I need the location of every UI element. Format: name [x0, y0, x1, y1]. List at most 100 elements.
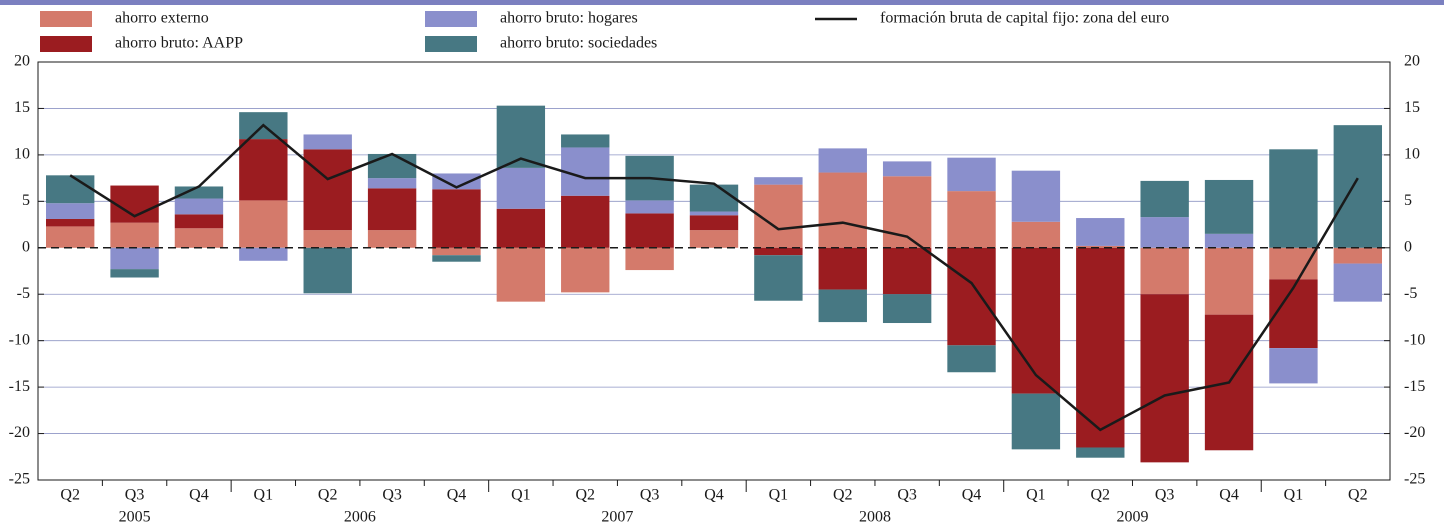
bar [1204, 247, 1254, 315]
bar [625, 213, 674, 248]
bar [46, 203, 95, 219]
bar [754, 177, 803, 185]
y2-tick-label: -20 [1404, 424, 1425, 441]
y2-tick-label: -5 [1404, 285, 1417, 302]
y-tick-label: -25 [9, 471, 30, 488]
bar [303, 149, 352, 231]
legend-label: ahorro bruto: sociedades [500, 35, 657, 52]
bar [625, 200, 674, 214]
bar [432, 173, 481, 190]
y2-tick-label: 5 [1404, 192, 1412, 209]
legend-swatch [425, 36, 477, 52]
bar [818, 247, 867, 290]
y-tick-label: -20 [9, 424, 30, 441]
legend-label: ahorro bruto: AAPP [115, 35, 243, 52]
bar [367, 178, 417, 189]
x-tick-label: Q2 [1348, 487, 1368, 504]
bar [174, 186, 224, 199]
x-tick-label: Q4 [1219, 487, 1239, 504]
x-tick-label: Q4 [189, 487, 209, 504]
bar [754, 255, 803, 301]
bar [1269, 149, 1318, 248]
bar [367, 188, 417, 231]
bar [110, 222, 159, 248]
bar [496, 167, 546, 209]
bar [1011, 170, 1061, 222]
y-tick-label: -10 [9, 331, 30, 348]
bar [110, 269, 159, 278]
bar [1011, 393, 1061, 450]
bar [1076, 247, 1125, 448]
bar [1333, 263, 1382, 302]
bar [1076, 218, 1125, 246]
bar [303, 247, 352, 294]
y2-tick-label: -25 [1404, 471, 1425, 488]
bar [174, 198, 224, 215]
bar [1076, 245, 1125, 248]
x-tick-label: Q3 [640, 487, 660, 504]
bar [882, 294, 932, 324]
x-tick-label: Q3 [125, 487, 145, 504]
bar [689, 230, 739, 248]
x-tick-label: Q2 [1091, 487, 1111, 504]
y-tick-label: 10 [14, 146, 30, 163]
bar [1140, 294, 1189, 463]
x-tick-label: Q1 [1026, 487, 1046, 504]
bar [818, 148, 867, 173]
bar [432, 189, 481, 248]
x-tick-label: Q4 [962, 487, 982, 504]
bar [496, 247, 546, 302]
y2-tick-label: 0 [1404, 238, 1412, 255]
year-label: 2008 [859, 509, 891, 526]
bar [947, 247, 996, 346]
legend-label: formación bruta de capital fijo: zona de… [880, 10, 1169, 27]
legend-label: ahorro bruto: hogares [500, 10, 638, 27]
y2-tick-label: 20 [1404, 53, 1420, 70]
bar [174, 214, 224, 229]
bar [561, 134, 610, 148]
legend-swatch [40, 36, 92, 52]
bar [689, 184, 739, 212]
bar [496, 208, 546, 248]
bar [1269, 279, 1318, 349]
x-tick-label: Q2 [318, 487, 338, 504]
bar [1011, 221, 1061, 248]
bar [754, 184, 803, 248]
bar [882, 247, 932, 295]
bar [947, 345, 996, 373]
x-tick-label: Q3 [1155, 487, 1175, 504]
y-tick-label: -5 [17, 285, 30, 302]
bar [303, 230, 352, 248]
x-tick-label: Q3 [897, 487, 917, 504]
bar [239, 247, 288, 261]
bar [46, 175, 95, 204]
bar [818, 289, 867, 323]
bar [46, 226, 95, 248]
bar [303, 134, 352, 150]
bar [432, 255, 481, 262]
x-tick-label: Q4 [704, 487, 724, 504]
bar [1011, 247, 1061, 394]
bar [1333, 247, 1382, 264]
bar [947, 157, 996, 192]
x-tick-label: Q1 [769, 487, 789, 504]
x-tick-label: Q2 [833, 487, 853, 504]
bar [46, 218, 95, 227]
bar [1140, 247, 1189, 295]
legend-swatch [40, 11, 92, 27]
bar [1204, 179, 1254, 234]
bar [1333, 125, 1382, 248]
x-tick-label: Q2 [575, 487, 595, 504]
x-tick-label: Q1 [1284, 487, 1304, 504]
bar [1140, 217, 1189, 248]
bar [1269, 348, 1318, 384]
y-tick-label: 15 [14, 99, 30, 116]
legend-swatch [425, 11, 477, 27]
year-label: 2005 [119, 509, 151, 526]
bar [367, 153, 417, 179]
y-tick-label: -15 [9, 378, 30, 395]
bar [239, 139, 288, 201]
bar [882, 161, 932, 177]
